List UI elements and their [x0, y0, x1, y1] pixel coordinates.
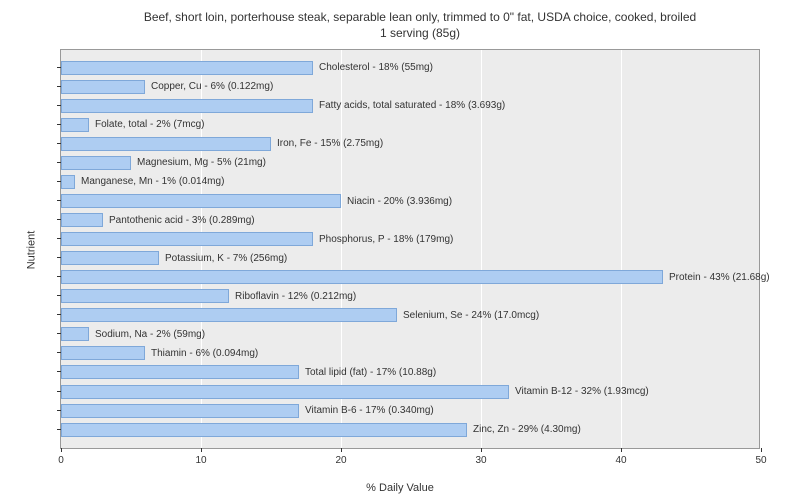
nutrient-bar-label: Pantothenic acid - 3% (0.289mg)	[109, 215, 255, 226]
nutrient-bar	[61, 423, 467, 437]
bar-row: Copper, Cu - 6% (0.122mg)	[61, 79, 273, 95]
bar-row: Niacin - 20% (3.936mg)	[61, 193, 452, 209]
nutrient-bar-label: Folate, total - 2% (7mcg)	[95, 119, 204, 130]
bar-row: Magnesium, Mg - 5% (21mg)	[61, 155, 266, 171]
nutrient-bar-label: Magnesium, Mg - 5% (21mg)	[137, 157, 266, 168]
nutrient-bar	[61, 251, 159, 265]
nutrient-bar-label: Selenium, Se - 24% (17.0mcg)	[403, 310, 539, 321]
x-axis-label: % Daily Value	[366, 482, 434, 494]
nutrient-bar-label: Zinc, Zn - 29% (4.30mg)	[473, 424, 581, 435]
bar-row: Zinc, Zn - 29% (4.30mg)	[61, 422, 581, 438]
bar-row: Iron, Fe - 15% (2.75mg)	[61, 136, 383, 152]
x-tick-label: 40	[615, 455, 626, 466]
nutrient-bar-label: Cholesterol - 18% (55mg)	[319, 62, 433, 73]
x-tick-label: 0	[58, 455, 64, 466]
nutrient-bar	[61, 270, 663, 284]
bar-row: Riboflavin - 12% (0.212mg)	[61, 288, 356, 304]
nutrient-bar-label: Fatty acids, total saturated - 18% (3.69…	[319, 100, 505, 111]
x-tick-mark	[761, 448, 762, 452]
x-tick-mark	[481, 448, 482, 452]
nutrient-bar	[61, 232, 313, 246]
x-tick-label: 20	[335, 455, 346, 466]
title-line-2: 1 serving (85g)	[380, 26, 460, 40]
bar-row: Selenium, Se - 24% (17.0mcg)	[61, 307, 539, 323]
nutrient-bar	[61, 137, 271, 151]
x-tick-mark	[621, 448, 622, 452]
nutrient-bar	[61, 327, 89, 341]
bar-row: Manganese, Mn - 1% (0.014mg)	[61, 174, 224, 190]
nutrient-bar-label: Niacin - 20% (3.936mg)	[347, 196, 452, 207]
nutrient-bar	[61, 99, 313, 113]
title-line-1: Beef, short loin, porterhouse steak, sep…	[144, 10, 696, 24]
nutrient-bar-label: Vitamin B-6 - 17% (0.340mg)	[305, 405, 434, 416]
nutrient-bar	[61, 289, 229, 303]
x-tick-mark	[201, 448, 202, 452]
nutrient-bar-label: Manganese, Mn - 1% (0.014mg)	[81, 176, 224, 187]
nutrient-bar	[61, 194, 341, 208]
bar-row: Total lipid (fat) - 17% (10.88g)	[61, 364, 436, 380]
x-tick-label: 30	[475, 455, 486, 466]
bar-row: Protein - 43% (21.68g)	[61, 269, 770, 285]
nutrient-bar-label: Vitamin B-12 - 32% (1.93mcg)	[515, 386, 649, 397]
x-tick-label: 10	[195, 455, 206, 466]
nutrient-bar-label: Riboflavin - 12% (0.212mg)	[235, 291, 356, 302]
nutrient-bar	[61, 365, 299, 379]
chart-container: Beef, short loin, porterhouse steak, sep…	[0, 0, 800, 500]
nutrient-bar	[61, 308, 397, 322]
bar-row: Vitamin B-6 - 17% (0.340mg)	[61, 403, 434, 419]
nutrient-bar-label: Iron, Fe - 15% (2.75mg)	[277, 138, 383, 149]
bar-row: Potassium, K - 7% (256mg)	[61, 250, 287, 266]
bar-row: Folate, total - 2% (7mcg)	[61, 117, 204, 133]
bar-row: Pantothenic acid - 3% (0.289mg)	[61, 212, 255, 228]
bar-row: Fatty acids, total saturated - 18% (3.69…	[61, 98, 505, 114]
x-tick-mark	[341, 448, 342, 452]
nutrient-bar	[61, 385, 509, 399]
bar-row: Thiamin - 6% (0.094mg)	[61, 345, 258, 361]
nutrient-bar	[61, 175, 75, 189]
x-tick-label: 50	[755, 455, 766, 466]
plot-area: 01020304050Cholesterol - 18% (55mg)Coppe…	[60, 49, 760, 449]
bar-row: Vitamin B-12 - 32% (1.93mcg)	[61, 384, 649, 400]
nutrient-bar-label: Protein - 43% (21.68g)	[669, 272, 770, 283]
nutrient-bar-label: Copper, Cu - 6% (0.122mg)	[151, 81, 273, 92]
nutrient-bar-label: Sodium, Na - 2% (59mg)	[95, 329, 205, 340]
nutrient-bar	[61, 213, 103, 227]
nutrient-bar	[61, 404, 299, 418]
nutrient-bar	[61, 80, 145, 94]
nutrient-bar-label: Phosphorus, P - 18% (179mg)	[319, 234, 453, 245]
x-tick-mark	[61, 448, 62, 452]
nutrient-bar-label: Potassium, K - 7% (256mg)	[165, 253, 287, 264]
nutrient-bar	[61, 61, 313, 75]
chart-title: Beef, short loin, porterhouse steak, sep…	[60, 10, 780, 41]
nutrient-bar	[61, 346, 145, 360]
nutrient-bar	[61, 118, 89, 132]
y-axis-label: Nutrient	[25, 231, 37, 270]
bar-row: Cholesterol - 18% (55mg)	[61, 60, 433, 76]
bar-row: Phosphorus, P - 18% (179mg)	[61, 231, 453, 247]
nutrient-bar	[61, 156, 131, 170]
bar-row: Sodium, Na - 2% (59mg)	[61, 326, 205, 342]
nutrient-bar-label: Thiamin - 6% (0.094mg)	[151, 348, 258, 359]
nutrient-bar-label: Total lipid (fat) - 17% (10.88g)	[305, 367, 436, 378]
